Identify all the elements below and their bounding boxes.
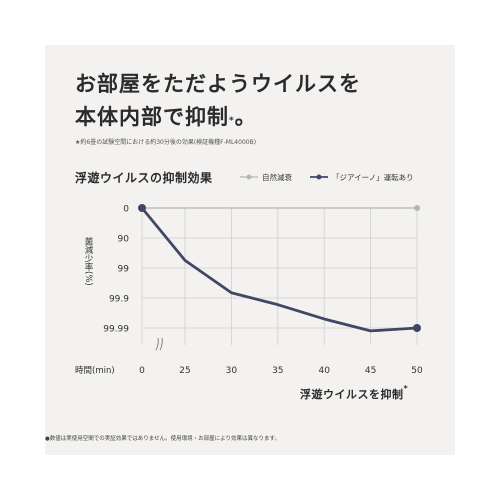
y-tick-label: 0	[123, 205, 129, 215]
product-info-card: お部屋をただようウイルスを 本体内部で抑制*。 ★約6畳の試験空間における約30…	[45, 45, 455, 455]
x-axis-label: 時間(min)	[75, 366, 115, 376]
line-chart: 0 90 99 99.9 99.99 0 25 30 35 40 45 50 時間(min)	[75, 204, 423, 376]
x-tick-label: 45	[365, 366, 376, 376]
y-tick-label: 99.9	[109, 295, 129, 305]
x-tick-label: 0	[139, 366, 145, 376]
headline-asterisk: *	[229, 116, 235, 126]
x-tick-label: 25	[179, 366, 190, 376]
y-tick-label: 90	[118, 235, 130, 245]
x-tick-label: 35	[272, 366, 283, 376]
y-axis-label: 菌減少率(%)	[83, 237, 93, 286]
x-axis-title: 浮遊ウイルスを抑制*	[300, 384, 409, 402]
x-tick-label: 50	[411, 366, 423, 376]
x-axis-title-text: 浮遊ウイルスを抑制	[300, 388, 404, 401]
x-axis-title-asterisk: *	[403, 384, 409, 393]
chart-title: 浮遊ウイルスの抑制効果	[75, 171, 213, 185]
test-condition-note: ★約6畳の試験空間における約30分後の効果(検証機種F-ML4000B)	[75, 139, 257, 146]
legend-item-ziaino: 「ジアイーノ」運転あり	[310, 172, 414, 183]
x-tick-label: 30	[226, 366, 238, 376]
headline-line1: お部屋をただようウイルスを	[75, 72, 361, 96]
y-tick-label: 99	[118, 265, 130, 275]
footer-disclaimer: ●数値は実使用空間での実証効果ではありません。使用環境・お部屋により効果は異なり…	[45, 436, 280, 442]
headline: お部屋をただようウイルスを 本体内部で抑制*。	[75, 68, 435, 134]
legend-label-natural: 自然減衰	[262, 173, 292, 182]
axis-break-mark	[155, 337, 163, 351]
headline-period: 。	[234, 105, 257, 129]
headline-line2: 本体内部で抑制	[75, 105, 229, 129]
series-line-ziaino	[140, 207, 418, 333]
legend-marker-natural	[240, 174, 258, 180]
x-tick-label: 40	[318, 366, 330, 376]
data-point-natural	[414, 205, 420, 211]
legend-item-natural: 自然減衰	[240, 172, 292, 183]
y-tick-label: 99.99	[103, 325, 129, 335]
legend-label-ziaino: 「ジアイーノ」運転あり	[332, 173, 414, 182]
data-point-ziaino	[138, 204, 146, 212]
data-point-ziaino	[413, 324, 421, 332]
legend-marker-ziaino	[310, 174, 328, 180]
